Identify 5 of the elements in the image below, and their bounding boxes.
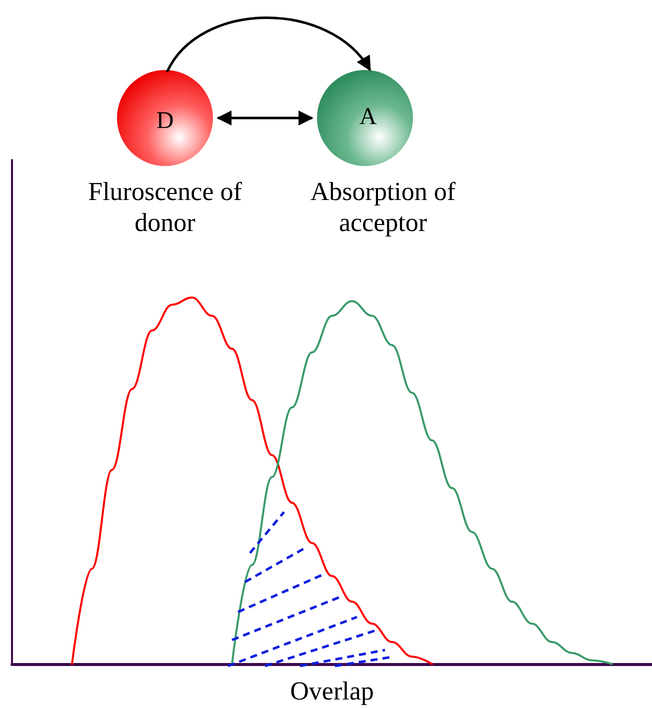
text: Absorption of acceptor [309, 176, 457, 238]
text: A [358, 103, 378, 132]
text: D [155, 107, 175, 136]
x-axis-title: Overlap [290, 676, 374, 706]
text: Fluroscence of donor [87, 176, 243, 238]
